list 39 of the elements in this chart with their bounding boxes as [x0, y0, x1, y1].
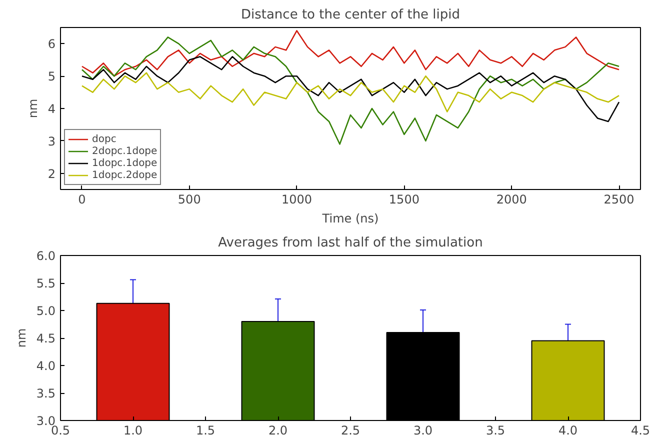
x-tick-label: 2500 [604, 192, 634, 206]
x-tick-label: 4.0 [558, 424, 578, 437]
x-tick-label: 1000 [282, 192, 312, 206]
line-series [81, 30, 620, 77]
y-tick-label: 3.5 [36, 386, 56, 400]
y-tick-label: 5.0 [36, 304, 56, 318]
x-tick-label: 2000 [496, 192, 527, 206]
legend-label: dopc [92, 133, 116, 145]
y-tick-label: 3 [48, 134, 56, 148]
y-axis-title: nm [26, 98, 40, 118]
y-axis-title: nm [14, 328, 28, 348]
x-tick-label: 4.5 [630, 424, 650, 437]
x-tick-label: 500 [178, 192, 201, 206]
x-tick-label: 0 [78, 192, 86, 206]
y-tick-label: 4 [48, 102, 56, 116]
y-tick-label: 4.0 [36, 359, 56, 373]
legend-label: 1dopc.2dope [92, 169, 158, 181]
x-tick-label: 1500 [388, 192, 420, 206]
chart-title: Averages from last half of the simulation [218, 236, 483, 250]
legend-label: 2dopc.1dope [92, 145, 158, 157]
x-tick-label: 3.0 [413, 424, 433, 437]
x-tick-label: 3.5 [486, 424, 506, 437]
y-tick-label: 6.0 [36, 249, 56, 263]
x-tick-label: 0.5 [50, 424, 70, 437]
legend-label: 1dopc.1dope [92, 157, 158, 169]
y-tick-label: 5 [48, 70, 56, 84]
y-tick-label: 5.5 [36, 276, 56, 290]
y-tick-label: 2 [48, 166, 56, 181]
line-series [81, 72, 620, 112]
x-tick-label: 1.0 [123, 424, 143, 437]
x-tick-label: 2.5 [340, 424, 360, 437]
line-series [81, 56, 620, 122]
y-tick-label: 4.5 [36, 332, 56, 346]
y-tick-label: 6 [48, 37, 56, 52]
x-tick-label: 2.0 [268, 424, 288, 437]
x-tick-label: 1.5 [196, 424, 216, 437]
x-axis-title: Time (ns) [321, 212, 379, 226]
line-series [81, 36, 620, 145]
chart-title: Distance to the center of the lipid [240, 8, 460, 22]
